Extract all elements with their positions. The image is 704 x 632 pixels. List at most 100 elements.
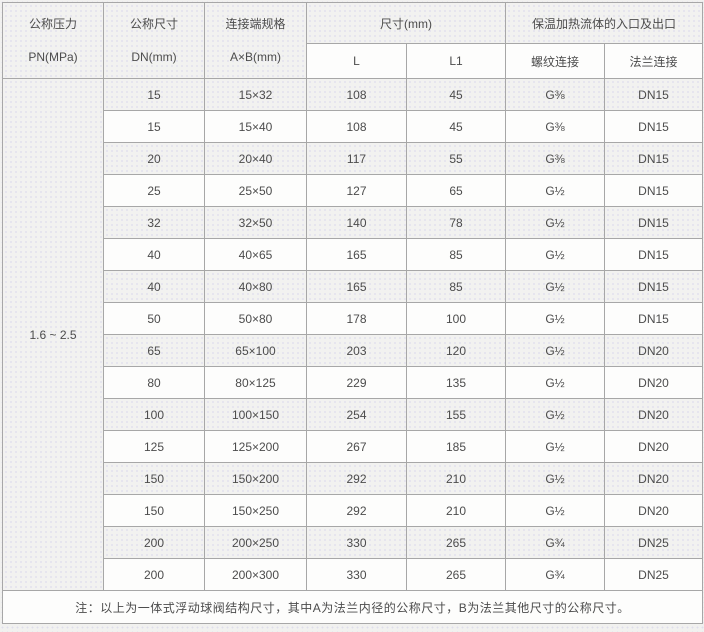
cell-flange: DN15 (603, 302, 704, 335)
cell-ab: 15×32 (204, 78, 307, 111)
header-row-top: 公称压力 PN(MPa) 公称尺寸 DN(mm) 连接端规格 A×B(mm) 尺… (2, 2, 704, 79)
table-row: 200 200×300 330 265 G¾ DN25 (3, 558, 704, 591)
cell-flange: DN15 (603, 206, 704, 239)
cell-dn: 200 (103, 558, 205, 591)
header-group-size: 尺寸(mm) (306, 2, 506, 44)
cell-l1: 100 (406, 302, 506, 335)
cell-l: 330 (306, 558, 407, 591)
cell-l1: 135 (406, 366, 506, 399)
table-row: 150 150×200 292 210 G½ DN20 (3, 462, 704, 495)
cell-l1: 120 (406, 334, 506, 367)
header-dn: 公称尺寸 DN(mm) (103, 2, 205, 79)
table-row: 150 150×250 292 210 G½ DN20 (3, 494, 704, 527)
cell-ab: 150×200 (204, 462, 307, 495)
cell-flange: DN20 (603, 494, 704, 527)
table-row: 20 20×40 117 55 G⅜ DN15 (3, 142, 704, 175)
cell-ab: 40×65 (204, 238, 307, 271)
cell-l: 127 (306, 174, 407, 207)
cell-l: 108 (306, 110, 407, 143)
cell-flange: DN25 (603, 526, 704, 559)
table-row: 125 125×200 267 185 G½ DN20 (3, 430, 704, 463)
cell-thread: G⅜ (505, 78, 605, 111)
header-pressure-unit: PN(MPa) (28, 49, 78, 64)
cell-l1: 65 (406, 174, 506, 207)
cell-l1: 78 (406, 206, 506, 239)
cell-flange: DN20 (603, 430, 704, 463)
cell-flange: DN15 (603, 174, 704, 207)
cell-flange: DN20 (603, 398, 704, 431)
cell-dn: 150 (103, 494, 205, 527)
cell-l1: 85 (406, 238, 506, 271)
cell-dn: 32 (103, 206, 205, 239)
cell-ab: 40×80 (204, 270, 307, 303)
cell-flange: DN15 (603, 142, 704, 175)
header-connection-cn: 连接端规格 (225, 16, 286, 31)
cell-thread: G½ (505, 398, 605, 431)
cell-thread: G½ (505, 334, 605, 367)
header-group-ports: 保温加热流体的入口及出口 (504, 2, 704, 44)
cell-ab: 100×150 (204, 398, 307, 431)
cell-l1: 185 (406, 430, 506, 463)
cell-l: 203 (306, 334, 407, 367)
cell-dn: 50 (103, 302, 205, 335)
table-row: 32 32×50 140 78 G½ DN15 (3, 206, 704, 239)
cell-ab: 125×200 (204, 430, 307, 463)
cell-ab: 25×50 (204, 174, 307, 207)
cell-thread: G⅜ (505, 142, 605, 175)
cell-l: 330 (306, 526, 407, 559)
cell-l: 229 (306, 366, 407, 399)
cell-l1: 55 (406, 142, 506, 175)
table-row: 80 80×125 229 135 G½ DN20 (3, 366, 704, 399)
cell-flange: DN20 (603, 366, 704, 399)
cell-l1: 45 (406, 110, 506, 143)
header-dn-unit: DN(mm) (131, 49, 177, 64)
cell-l: 178 (306, 302, 407, 335)
table-row: 40 40×80 165 85 G½ DN15 (3, 270, 704, 303)
cell-thread: G¾ (505, 558, 605, 591)
header-row-sub: L L1 螺纹连接 法兰连接 (3, 43, 704, 79)
cell-ab: 80×125 (204, 366, 307, 399)
cell-thread: G½ (505, 238, 605, 271)
cell-dn: 15 (103, 110, 205, 143)
header-connection-unit: A×B(mm) (230, 49, 281, 64)
cell-l1: 265 (406, 526, 506, 559)
header-thread-connection: 螺纹连接 (505, 43, 605, 79)
cell-ab: 32×50 (204, 206, 307, 239)
cell-dn: 200 (103, 526, 205, 559)
cell-thread: G⅜ (505, 110, 605, 143)
cell-thread: G½ (505, 206, 605, 239)
cell-flange: DN20 (603, 334, 704, 367)
cell-thread: G¾ (505, 526, 605, 559)
table-row: 100 100×150 254 155 G½ DN20 (3, 398, 704, 431)
cell-dn: 125 (103, 430, 205, 463)
cell-l1: 265 (406, 558, 506, 591)
cell-dn: 150 (103, 462, 205, 495)
header-connection: 连接端规格 A×B(mm) (204, 2, 307, 79)
cell-thread: G½ (505, 430, 605, 463)
cell-thread: G½ (505, 174, 605, 207)
cell-dn: 20 (103, 142, 205, 175)
header-flange-connection: 法兰连接 (603, 43, 704, 79)
cell-l: 140 (306, 206, 407, 239)
table-row: 1.6 ~ 2.5 15 15×32 108 45 G⅜ DN15 (2, 78, 704, 591)
cell-ab: 50×80 (204, 302, 307, 335)
cell-l: 165 (306, 270, 407, 303)
header-pressure: 公称压力 PN(MPa) (2, 2, 104, 79)
table-row: 200 200×250 330 265 G¾ DN25 (3, 526, 704, 559)
cell-l1: 85 (406, 270, 506, 303)
cell-dn: 15 (103, 78, 205, 111)
cell-thread: G½ (505, 270, 605, 303)
table-row: 25 25×50 127 65 G½ DN15 (3, 174, 704, 207)
cell-ab: 15×40 (204, 110, 307, 143)
cell-flange: DN25 (603, 558, 704, 591)
cell-l1: 155 (406, 398, 506, 431)
cell-l: 292 (306, 462, 407, 495)
note-row: 注：以上为一体式浮动球阀结构尺寸，其中A为法兰内径的公称尺寸，B为法兰其他尺寸的… (1, 590, 704, 624)
table-row: 40 40×65 165 85 G½ DN15 (3, 238, 704, 271)
cell-ab: 20×40 (204, 142, 307, 175)
cell-l: 165 (306, 238, 407, 271)
cell-flange: DN15 (603, 238, 704, 271)
cell-l: 267 (306, 430, 407, 463)
table-row: 50 50×80 178 100 G½ DN15 (3, 302, 704, 335)
